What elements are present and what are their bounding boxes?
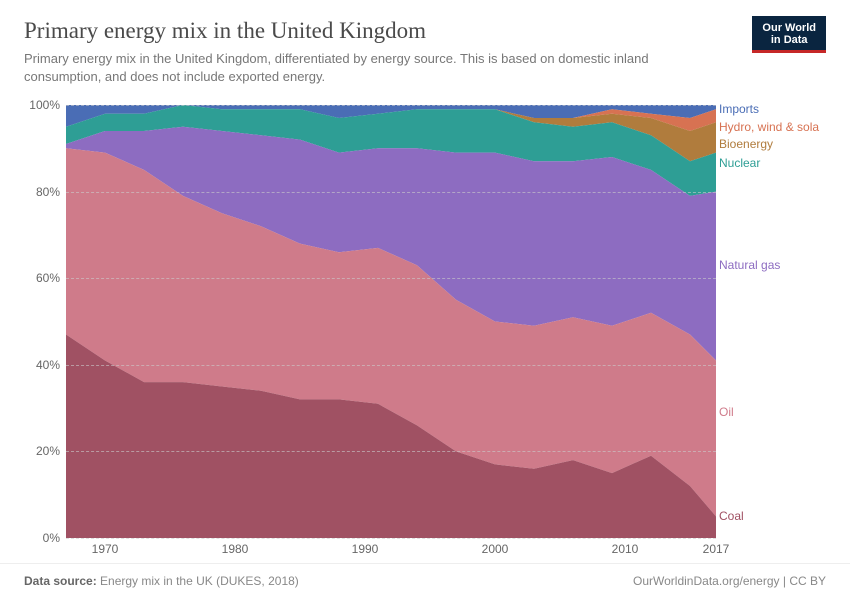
legend-bioenergy: Bioenergy bbox=[719, 137, 773, 151]
y-tick-label: 100% bbox=[29, 98, 60, 112]
y-tick-label: 20% bbox=[36, 444, 60, 458]
logo-line2: in Data bbox=[762, 34, 816, 46]
gridline bbox=[66, 365, 716, 366]
data-source: Data source: Energy mix in the UK (DUKES… bbox=[24, 574, 299, 588]
x-tick-label: 2017 bbox=[703, 542, 730, 556]
header: Our World in Data Primary energy mix in … bbox=[0, 0, 850, 94]
x-tick-label: 1980 bbox=[222, 542, 249, 556]
legend-imports: Imports bbox=[719, 102, 759, 116]
x-axis: 197019801990200020102017 bbox=[66, 538, 716, 560]
y-tick-label: 40% bbox=[36, 358, 60, 372]
x-tick-label: 1970 bbox=[92, 542, 119, 556]
source-label: Data source: bbox=[24, 574, 97, 588]
legend-natural-gas: Natural gas bbox=[719, 258, 780, 272]
legend-coal: Coal bbox=[719, 509, 744, 523]
gridline bbox=[66, 278, 716, 279]
attribution: OurWorldinData.org/energy | CC BY bbox=[633, 574, 826, 588]
logo-line1: Our World bbox=[762, 22, 816, 34]
x-tick-label: 2010 bbox=[612, 542, 639, 556]
y-tick-label: 60% bbox=[36, 271, 60, 285]
gridline bbox=[66, 105, 716, 106]
footer: Data source: Energy mix in the UK (DUKES… bbox=[0, 563, 850, 600]
y-axis: 0%20%40%60%80%100% bbox=[24, 105, 66, 538]
legend-oil: Oil bbox=[719, 405, 734, 419]
chart-subtitle: Primary energy mix in the United Kingdom… bbox=[24, 50, 704, 86]
plot-area bbox=[66, 105, 716, 538]
legend-hydro-wind-sola: Hydro, wind & sola bbox=[719, 120, 819, 134]
y-tick-label: 80% bbox=[36, 185, 60, 199]
chart-container: 0%20%40%60%80%100% 197019801990200020102… bbox=[24, 105, 826, 560]
legend-nuclear: Nuclear bbox=[719, 156, 760, 170]
x-tick-label: 1990 bbox=[352, 542, 379, 556]
owid-logo: Our World in Data bbox=[752, 16, 826, 53]
chart-title: Primary energy mix in the United Kingdom bbox=[24, 18, 826, 44]
source-text: Energy mix in the UK (DUKES, 2018) bbox=[97, 574, 299, 588]
y-tick-label: 0% bbox=[43, 531, 60, 545]
gridline bbox=[66, 192, 716, 193]
x-tick-label: 2000 bbox=[482, 542, 509, 556]
legend: Imports Hydro, wind & sola Bioenergy Nuclea… bbox=[719, 105, 834, 538]
gridline bbox=[66, 451, 716, 452]
stacked-area-svg bbox=[66, 105, 716, 538]
